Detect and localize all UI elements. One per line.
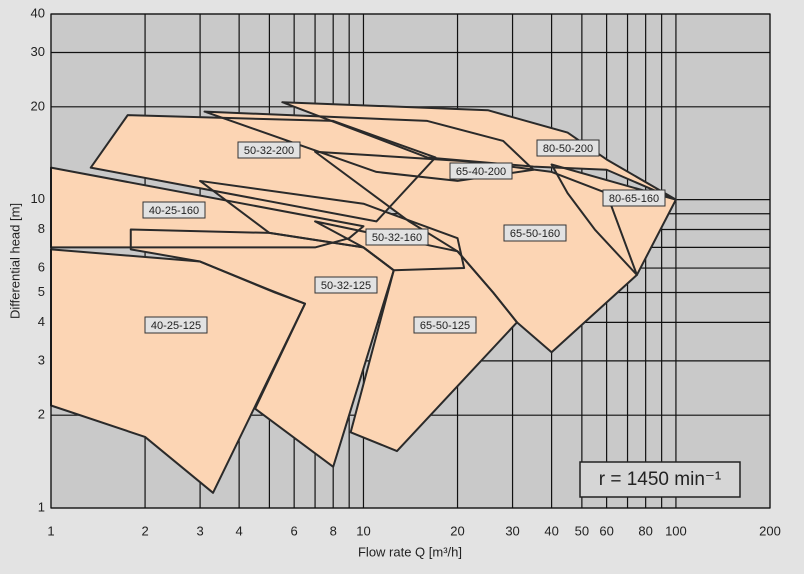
annotation-box <box>579 461 741 498</box>
region-fill <box>315 221 518 452</box>
x-tick-label: 200 <box>759 523 781 538</box>
region-label: 50-32-125 <box>321 280 371 292</box>
y-tick-label: 5 <box>38 284 45 299</box>
x-tick-label: 6 <box>291 523 298 538</box>
y-tick-label: 30 <box>31 44 45 59</box>
region-label: 40-25-125 <box>151 320 201 332</box>
region-label-box <box>503 224 567 242</box>
region-label: 50-32-200 <box>244 145 294 157</box>
region-label: 80-65-160 <box>609 193 659 205</box>
x-tick-label: 100 <box>665 523 687 538</box>
x-tick-label: 40 <box>544 523 558 538</box>
region-outline <box>314 150 638 354</box>
region-outline <box>50 248 307 494</box>
y-tick-label: 40 <box>31 5 45 20</box>
plot-frame <box>50 13 771 509</box>
x-tick-label: 8 <box>330 523 337 538</box>
region-fill <box>282 102 676 200</box>
annotation: r = 1450 min⁻¹ <box>599 469 722 490</box>
y-tick-label: 1 <box>38 499 45 514</box>
x-tick-label: 60 <box>599 523 613 538</box>
x-tick-label: 3 <box>196 523 203 538</box>
y-tick-label: 8 <box>38 221 45 236</box>
y-tick-label: 20 <box>31 98 45 113</box>
region-label-box <box>237 141 301 159</box>
x-tick-label: 4 <box>236 523 243 538</box>
region-label: 50-32-160 <box>372 232 422 244</box>
region-label-box <box>536 139 600 157</box>
region-label-box <box>314 276 378 294</box>
y-tick-label: 3 <box>38 352 45 367</box>
region-label-box <box>413 316 477 334</box>
x-tick-label: 80 <box>638 523 652 538</box>
region-label-box <box>602 189 666 207</box>
region-label-box <box>449 162 513 180</box>
region-label-box <box>142 201 206 219</box>
y-tick-label: 2 <box>38 407 45 422</box>
y-axis-label: Differential head [m] <box>7 203 22 319</box>
region-label-box <box>144 316 208 334</box>
x-tick-label: 10 <box>356 523 370 538</box>
x-axis-label: Flow rate Q [m³/h] <box>358 544 462 559</box>
y-tick-label: 4 <box>38 314 45 329</box>
x-tick-label: 50 <box>575 523 589 538</box>
y-tick-label: 6 <box>38 259 45 274</box>
x-tick-label: 2 <box>141 523 148 538</box>
region-label-box <box>365 228 429 246</box>
region-outline <box>89 114 437 223</box>
x-tick-label: 30 <box>505 523 519 538</box>
x-tick-label: 1 <box>47 523 54 538</box>
region-label: 65-50-125 <box>420 320 470 332</box>
y-tick-label: 10 <box>31 191 45 206</box>
region-label: 40-25-160 <box>149 205 199 217</box>
region-outline <box>129 228 395 468</box>
region-label: 65-40-200 <box>456 166 506 178</box>
region-outline <box>314 220 519 453</box>
region-label: 80-50-200 <box>543 143 593 155</box>
region-label: 65-50-160 <box>510 228 560 240</box>
x-tick-label: 20 <box>450 523 464 538</box>
